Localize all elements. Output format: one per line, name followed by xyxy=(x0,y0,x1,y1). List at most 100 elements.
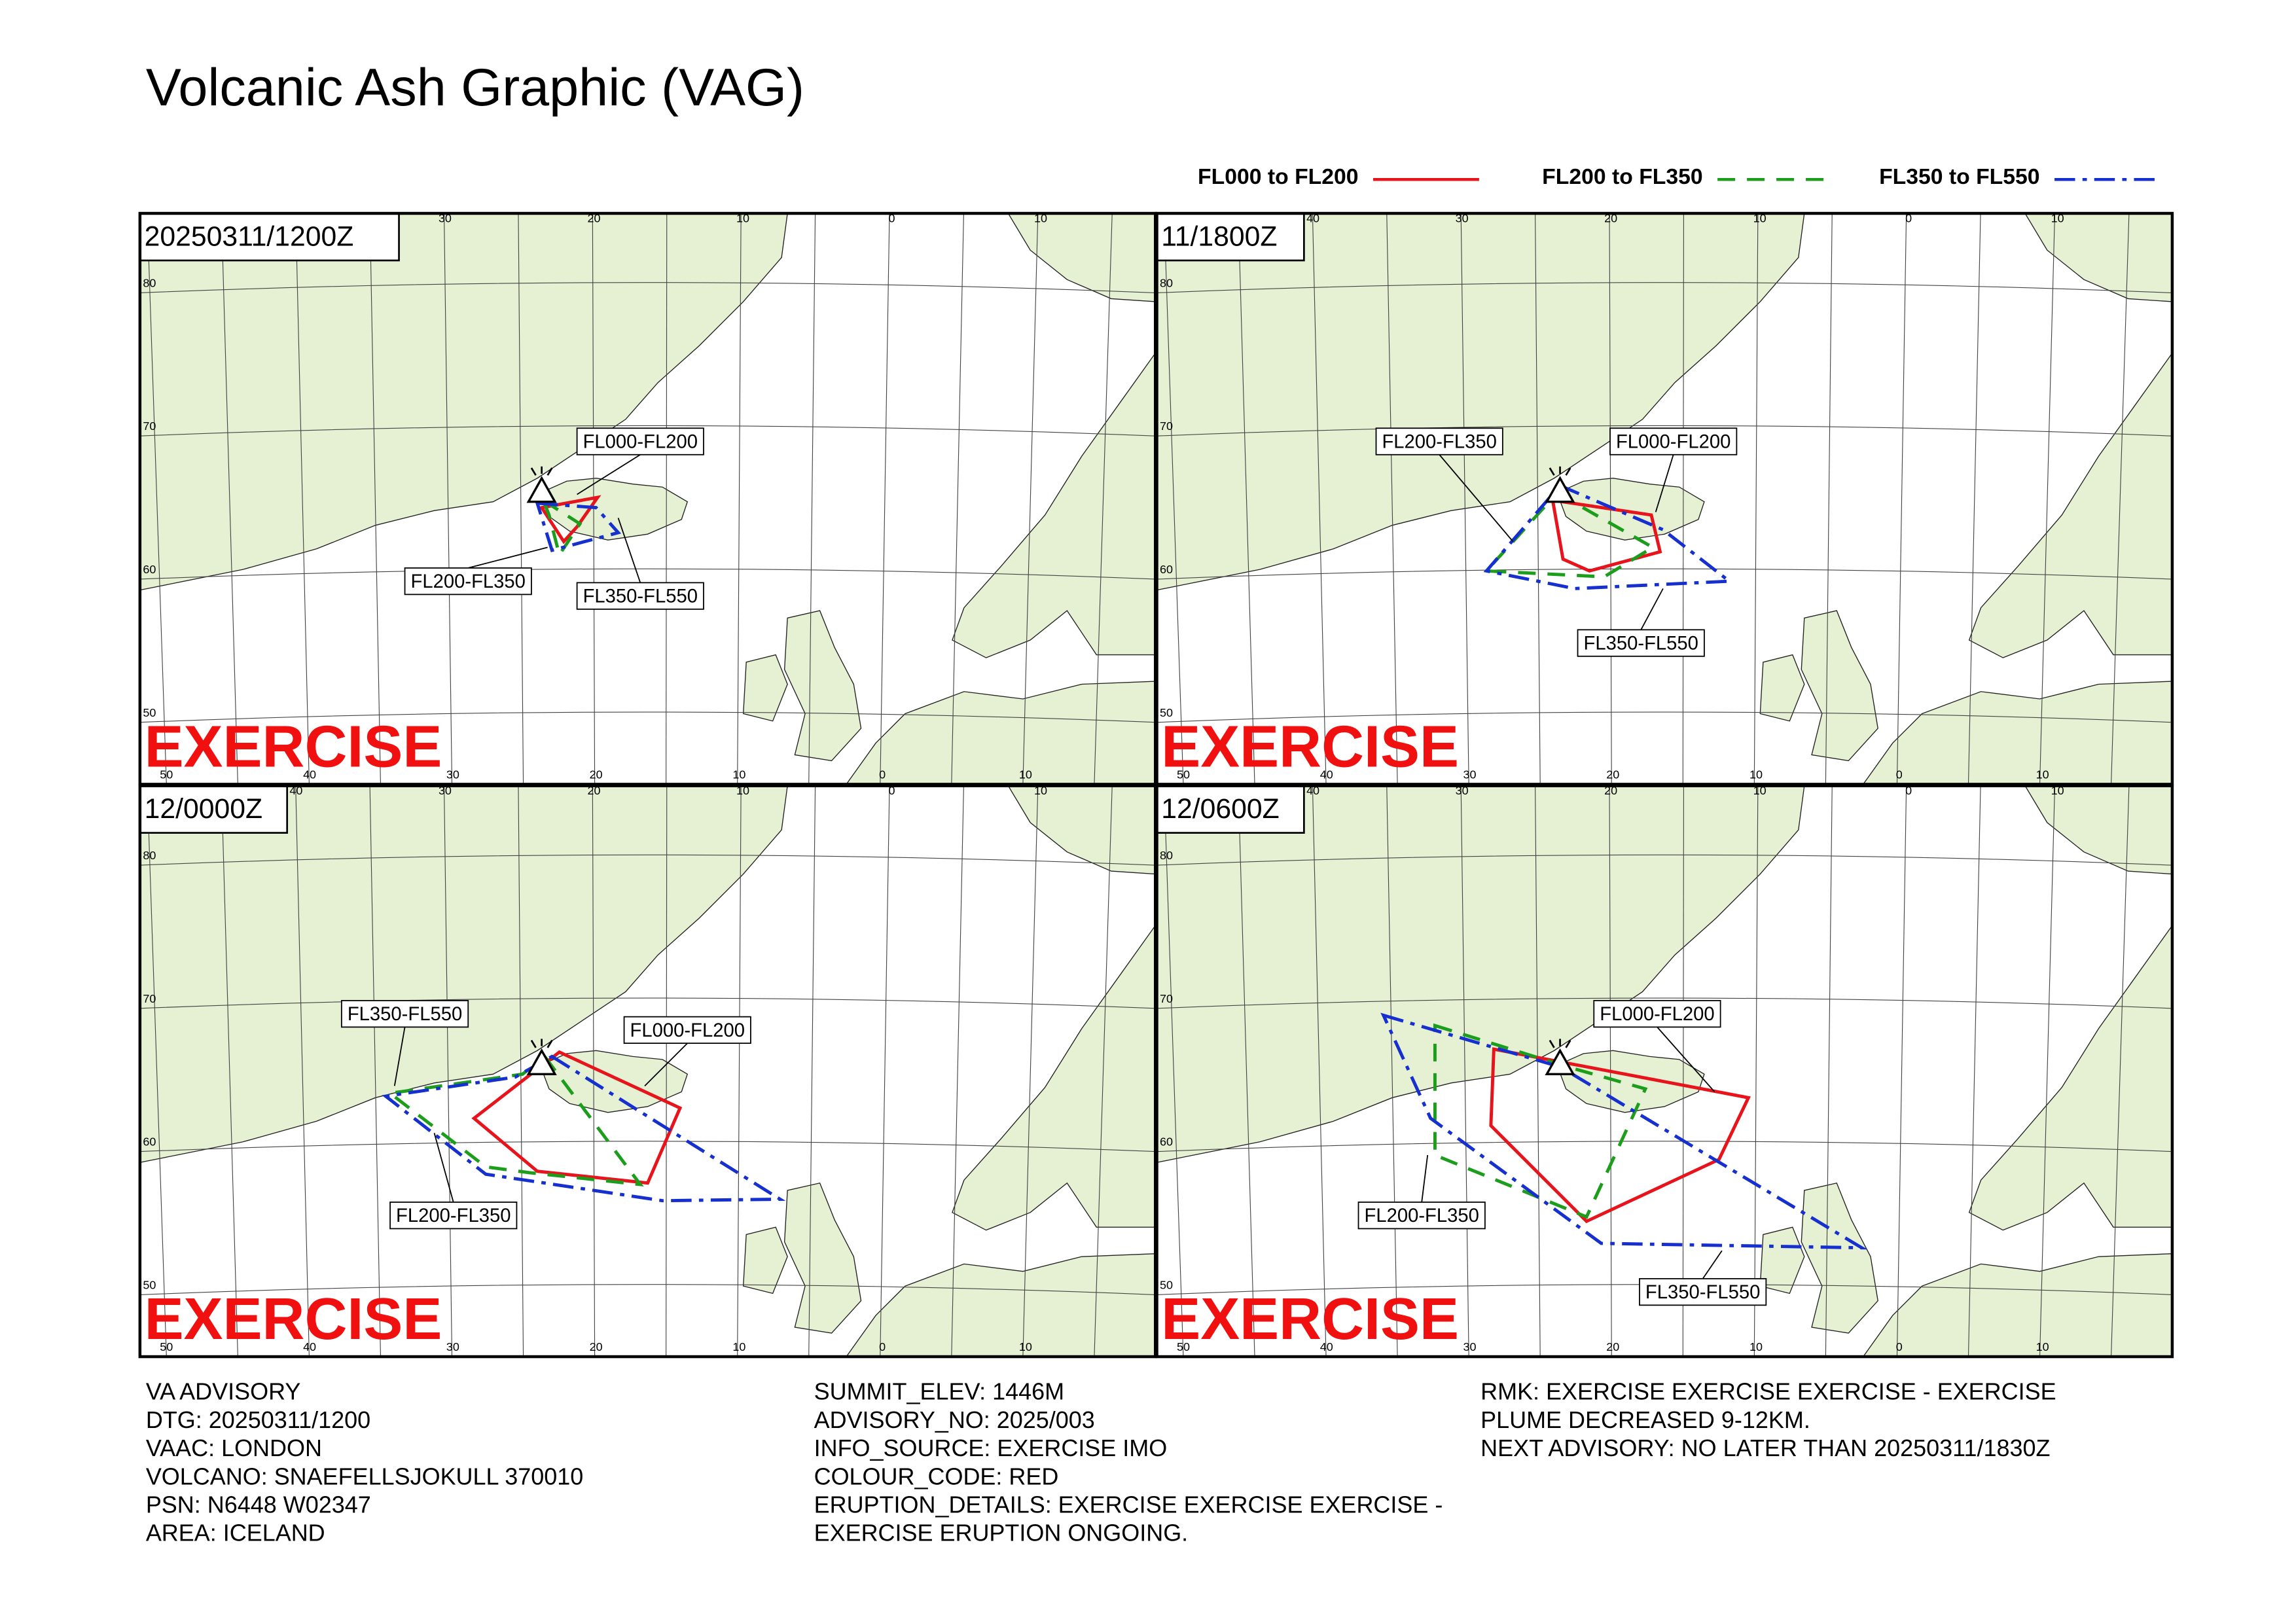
lat-label: 80 xyxy=(1160,276,1173,289)
ash-area xyxy=(539,496,583,559)
meridian xyxy=(147,785,167,1357)
meridian xyxy=(1312,213,1327,785)
label-box xyxy=(1375,427,1503,455)
ash-area xyxy=(1482,491,1657,579)
parallel xyxy=(1157,854,2172,866)
label-box xyxy=(1593,1000,1721,1028)
legend-label: FL200 to FL350 xyxy=(1542,164,1702,189)
lon-label-top: 40 xyxy=(1306,784,1319,797)
meridian xyxy=(1312,785,1327,1357)
lon-label: 40 xyxy=(1320,768,1333,781)
lon-label-top: 10 xyxy=(1753,784,1767,797)
meridian xyxy=(221,213,238,785)
lon-label: 10 xyxy=(1019,1340,1032,1353)
area-label: FL200-FL350 xyxy=(1382,431,1496,452)
meridian xyxy=(666,213,668,785)
area-label: FL000-FL200 xyxy=(1600,1004,1714,1025)
meridian xyxy=(2111,213,2130,785)
area-label: FL350-FL550 xyxy=(1584,633,1698,654)
lon-label-top: 40 xyxy=(1306,212,1319,225)
legend: FL000 to FL200 FL200 to FL350 FL350 to FL5… xyxy=(1198,164,2161,189)
leader-line xyxy=(1702,1250,1723,1279)
map xyxy=(139,785,1156,1357)
legend-label: FL000 to FL200 xyxy=(1198,164,1358,189)
lon-label: 10 xyxy=(732,1340,745,1353)
leader-line xyxy=(393,1027,406,1086)
valid-time: 11/1800Z xyxy=(1161,221,1277,253)
leader-line xyxy=(1655,454,1674,512)
lon-label-top: 20 xyxy=(587,212,600,225)
meridian xyxy=(147,213,167,785)
lon-label: 10 xyxy=(1749,768,1763,781)
lon-label: 10 xyxy=(1019,768,1032,781)
ash-area xyxy=(471,1050,683,1185)
meridian xyxy=(1535,785,1541,1357)
watermark: EXERCISE xyxy=(145,714,442,779)
meridian xyxy=(1825,213,1833,785)
meridian xyxy=(592,785,596,1357)
lon-label: 50 xyxy=(160,1340,173,1353)
advisory-line: PSN: N6448 W02347 xyxy=(146,1491,371,1518)
ash-area xyxy=(1433,1023,1648,1219)
leader-line xyxy=(617,518,641,583)
lon-label-top: 20 xyxy=(587,784,600,797)
area-label: FL000-FL200 xyxy=(583,431,698,452)
leader-line xyxy=(1421,1154,1429,1203)
meridian xyxy=(1967,213,1981,785)
advisory-line: NEXT ADVISORY: NO LATER THAN 20250311/18… xyxy=(1480,1435,2050,1461)
lon-label: 30 xyxy=(446,768,459,781)
meridian xyxy=(518,213,524,785)
parallel xyxy=(1157,1141,2172,1152)
area-label: FL350-FL550 xyxy=(583,586,698,607)
meridian xyxy=(737,213,742,785)
meridian xyxy=(1094,213,1113,785)
meridian xyxy=(808,213,816,785)
meridian xyxy=(951,785,964,1357)
lat-label: 60 xyxy=(143,563,156,576)
parallel xyxy=(139,854,1156,866)
lon-label-top: 0 xyxy=(1905,212,1912,225)
map-panels: 5050404030302020101000101080706050FL000-… xyxy=(138,212,2174,1359)
valid-time: 12/0000Z xyxy=(145,793,262,825)
lon-label: 40 xyxy=(303,1340,316,1353)
advisory-line: DTG: 20250311/1200 xyxy=(146,1406,370,1433)
meridian xyxy=(1386,213,1398,785)
parallel xyxy=(1157,425,2172,437)
ash-area xyxy=(1483,483,1734,590)
lon-label: 20 xyxy=(1606,768,1619,781)
parallel xyxy=(1157,997,2172,1009)
lon-label-top: 10 xyxy=(736,784,749,797)
lat-label: 50 xyxy=(143,706,156,719)
time-box xyxy=(139,785,289,834)
meridian xyxy=(1386,785,1398,1357)
lat-label: 80 xyxy=(1160,849,1173,862)
lon-label: 30 xyxy=(1463,768,1477,781)
advisory-line: VA ADVISORY xyxy=(146,1378,301,1405)
time-box xyxy=(1156,212,1305,262)
legend-label: FL350 to FL550 xyxy=(1879,164,2039,189)
lon-label: 10 xyxy=(2036,1340,2049,1353)
label-box xyxy=(623,1016,751,1044)
lat-label: 60 xyxy=(143,1135,156,1149)
lat-label: 50 xyxy=(1160,706,1173,719)
leader-line xyxy=(433,1133,454,1203)
area-label: FL350-FL550 xyxy=(1645,1282,1760,1303)
lon-label: 0 xyxy=(879,1340,886,1353)
lat-label: 70 xyxy=(143,992,156,1005)
map-panel: 5050404030302020101000101080706050FL000-… xyxy=(138,212,1157,786)
parallel xyxy=(139,1141,1156,1152)
lon-label-top: 10 xyxy=(736,212,749,225)
parallel xyxy=(1157,568,2172,580)
lat-label: 60 xyxy=(1160,1135,1173,1149)
meridian xyxy=(1163,213,1184,785)
parallel xyxy=(139,1284,1156,1295)
map xyxy=(1157,213,2172,785)
ash-area xyxy=(1489,1047,1751,1224)
label-box xyxy=(1357,1202,1486,1230)
lon-label: 50 xyxy=(1177,1340,1190,1353)
lon-label: 20 xyxy=(590,768,603,781)
advisory-line: VOLCANO: SNAEFELLSJOKULL 370010 xyxy=(146,1463,583,1489)
meridian xyxy=(1535,213,1541,785)
label-box xyxy=(576,582,704,610)
leader-line xyxy=(644,1043,688,1086)
